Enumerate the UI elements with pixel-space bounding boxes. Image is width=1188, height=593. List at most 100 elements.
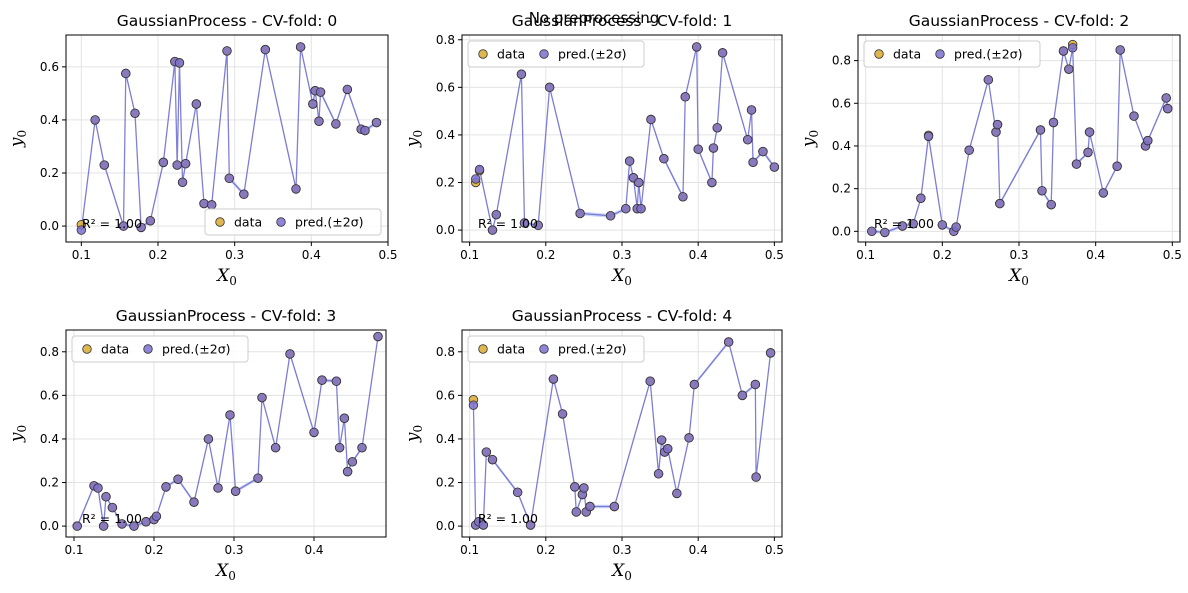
legend-marker-pred: [539, 344, 549, 354]
legend-frame: [204, 208, 382, 236]
prediction-point: [161, 482, 171, 492]
prediction-point: [141, 517, 151, 527]
prediction-point: [1037, 186, 1047, 196]
y-tick-label: 0.4: [40, 432, 59, 446]
y-axis-label: y0: [403, 425, 425, 443]
y-tick-label: 0.6: [40, 388, 59, 402]
prediction-point: [172, 160, 182, 170]
prediction-point: [72, 521, 82, 531]
prediction-point: [253, 473, 263, 483]
prediction-point: [689, 379, 700, 390]
prediction-point: [1046, 199, 1056, 210]
prediction-point: [717, 48, 728, 58]
prediction-point: [373, 331, 383, 342]
panel-fold-3: 0.1 0.2 0.3 0.4 0.0 0.2 0.4 0.6 0.8 GaussianProce…: [7, 307, 387, 583]
axes-frame: [65, 34, 389, 243]
legend-marker-data: [215, 217, 225, 227]
prediction-point: [723, 337, 734, 347]
legend-label-pred: pred.(±2σ): [295, 215, 364, 230]
prediction-point: [579, 483, 589, 493]
prediction-point: [101, 491, 111, 502]
prediction-point: [90, 115, 100, 125]
prediction-point: [491, 209, 501, 220]
prediction-point: [199, 198, 209, 209]
prediction-point: [1058, 46, 1069, 56]
prediction-point: [621, 203, 631, 214]
prediction-point: [512, 487, 523, 498]
x-tick-label: 0.4: [1086, 248, 1105, 262]
prediction-point: [173, 474, 183, 484]
x-tick-label: 0.5: [765, 248, 784, 262]
axes-frame: [65, 329, 387, 538]
panel-title: GaussianProcess - CV-fold: 4: [512, 307, 733, 325]
prediction-point: [672, 488, 682, 499]
x-tick-label: 0.1: [856, 248, 875, 262]
prediction-point: [285, 349, 295, 359]
legend-label-pred: pred.(±2σ): [558, 47, 627, 62]
prediction-point: [1112, 161, 1122, 171]
prediction-point: [317, 375, 327, 385]
prediction-point: [225, 410, 235, 420]
y-tick-label: 0.2: [436, 476, 455, 490]
prediction-point: [636, 203, 646, 214]
prediction-point: [347, 457, 358, 467]
prediction-point: [331, 119, 341, 129]
prediction-point: [659, 154, 669, 164]
prediction-point: [174, 58, 185, 68]
prediction-point: [1098, 188, 1109, 198]
y-tick-label: 0.8: [40, 345, 59, 359]
x-tick-label: 0.4: [304, 543, 323, 557]
prediction-point: [746, 105, 757, 115]
prediction-point: [206, 200, 217, 210]
prediction-point: [1115, 45, 1125, 55]
prediction-point: [609, 501, 620, 512]
prediction-point: [468, 400, 479, 410]
legend: data pred.(±2σ): [467, 40, 645, 68]
prediction-point: [516, 69, 527, 79]
prediction-point: [129, 521, 139, 531]
legend: data pred.(±2σ): [467, 335, 645, 363]
r2-annotation: R² = 1.00: [82, 216, 142, 231]
prediction-line: [871, 47, 1169, 234]
prediction-point: [309, 427, 319, 438]
prediction-line: [76, 336, 379, 527]
prediction-point: [145, 216, 156, 226]
y-tick-label: 0.2: [832, 182, 851, 196]
prediction-point: [983, 75, 994, 85]
prediction-point: [585, 501, 595, 512]
x-tick-label: 0.1: [64, 543, 83, 557]
prediction-point: [474, 164, 485, 175]
legend-marker-pred: [539, 49, 549, 59]
prediction-point: [151, 511, 162, 522]
r2-annotation: R² = 1.00: [82, 511, 142, 526]
x-tick-label: 0.5: [1163, 248, 1182, 262]
prediction-point: [334, 442, 345, 453]
r2-annotation: R² = 1.00: [478, 511, 538, 526]
prediction-point: [478, 520, 489, 530]
prediction-point: [222, 46, 232, 56]
x-axis-label: X0: [214, 561, 236, 583]
prediction-point: [357, 442, 367, 453]
prediction-point: [189, 497, 199, 507]
prediction-point: [213, 483, 223, 493]
prediction-point: [1048, 117, 1059, 128]
prediction-point: [992, 119, 1003, 130]
y-tick-label: 0.8: [436, 33, 455, 47]
panel-fold-2: 0.1 0.2 0.3 0.4 0.5 0.0 0.2 0.4 0.6 0.8 GaussianPr…: [799, 12, 1182, 288]
x-tick-label: 0.2: [536, 543, 555, 557]
legend: data pred.(±2σ): [863, 40, 1041, 68]
legend-marker-data: [82, 344, 92, 354]
prediction-point: [180, 159, 191, 169]
prediction-point: [634, 177, 644, 188]
x-tick-label: 0.1: [460, 543, 479, 557]
x-tick-label: 0.2: [536, 248, 555, 262]
y-tick-label: 0.6: [832, 96, 851, 110]
y-tick-label: 0.0: [436, 223, 455, 237]
x-tick-label: 0.4: [689, 248, 708, 262]
prediction-point: [684, 433, 694, 443]
prediction-point: [260, 44, 271, 55]
prediction-point: [525, 520, 536, 530]
prediction-point: [224, 173, 235, 184]
x-tick-label: 0.1: [460, 248, 479, 262]
legend-label-pred: pred.(±2σ): [558, 342, 627, 357]
